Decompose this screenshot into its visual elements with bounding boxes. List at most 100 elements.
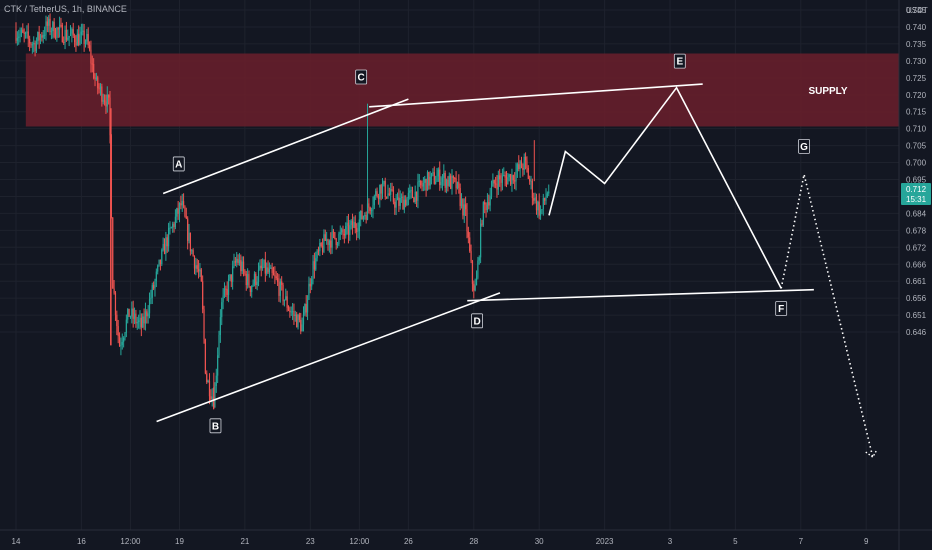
time-axis[interactable]: 14 16 12:00 19 21 23 12:00 26 28 30 2023 3 5 7 9 bbox=[12, 537, 869, 546]
candle-body bbox=[168, 227, 170, 247]
wave-point-f: F bbox=[778, 304, 784, 315]
x-tick-label: 3 bbox=[668, 537, 673, 546]
candle-body bbox=[272, 272, 275, 276]
candle-body bbox=[342, 229, 344, 234]
candle-body bbox=[223, 288, 226, 296]
candle-body bbox=[262, 267, 264, 269]
candle-body bbox=[20, 29, 23, 34]
candle-body bbox=[327, 239, 329, 245]
candle-body bbox=[373, 196, 375, 206]
candle-body bbox=[174, 216, 177, 227]
candle-body bbox=[114, 292, 117, 315]
candle-body bbox=[324, 234, 326, 241]
candle-body bbox=[361, 210, 363, 220]
candle-body bbox=[428, 172, 430, 186]
candle-body bbox=[154, 280, 156, 289]
candle-body bbox=[316, 250, 318, 259]
candle-body bbox=[242, 261, 245, 271]
candle-body bbox=[343, 233, 345, 236]
candle-body bbox=[189, 232, 191, 252]
candle-body bbox=[488, 202, 490, 206]
candle-body bbox=[99, 86, 102, 89]
current-price-timer: 15:31 bbox=[906, 195, 927, 204]
candle-body bbox=[191, 250, 193, 252]
candle-body bbox=[29, 38, 31, 44]
candle-body bbox=[529, 178, 531, 182]
candle-body bbox=[187, 218, 189, 241]
candle-body bbox=[206, 373, 208, 383]
y-tick-label: 0.678 bbox=[906, 226, 927, 235]
candle-body bbox=[252, 283, 254, 287]
candle-body bbox=[159, 259, 162, 265]
candle-body bbox=[523, 156, 525, 170]
candle-body bbox=[313, 261, 315, 270]
candle-body bbox=[33, 42, 35, 45]
candle-body bbox=[264, 259, 266, 274]
candle-body bbox=[182, 201, 185, 207]
candle-body bbox=[83, 30, 85, 44]
candle-body bbox=[84, 41, 87, 44]
candle-body bbox=[53, 21, 55, 38]
candle-body bbox=[495, 183, 497, 185]
candle-body bbox=[202, 281, 204, 310]
candle-body bbox=[18, 36, 20, 38]
candle-body bbox=[500, 179, 502, 183]
candle-body bbox=[375, 191, 377, 197]
candle-body bbox=[531, 180, 533, 199]
candle-body bbox=[255, 273, 257, 285]
candle-body bbox=[181, 201, 183, 206]
wave-point-d: D bbox=[473, 316, 480, 327]
candle-body bbox=[44, 34, 46, 36]
candle-body bbox=[432, 172, 434, 174]
candle-body bbox=[146, 311, 148, 317]
candle-body bbox=[124, 332, 126, 339]
candle-body bbox=[469, 237, 471, 252]
wave-point-g: G bbox=[800, 142, 808, 153]
candle-body bbox=[144, 311, 147, 324]
candle-body bbox=[394, 201, 396, 208]
candle-body bbox=[380, 184, 382, 194]
candle-body bbox=[458, 181, 460, 189]
candle-body bbox=[218, 334, 220, 356]
candle-body bbox=[456, 181, 459, 189]
candle-body bbox=[526, 160, 528, 169]
candle-body bbox=[176, 208, 178, 217]
wave-point-box bbox=[673, 53, 686, 69]
candle-body bbox=[336, 243, 339, 245]
candle-body bbox=[210, 396, 212, 400]
candle-body bbox=[95, 77, 97, 80]
candle-body bbox=[354, 222, 356, 229]
candle-body bbox=[425, 179, 427, 191]
candle-body bbox=[358, 219, 360, 232]
candle-body bbox=[240, 260, 242, 272]
candle-body bbox=[150, 297, 152, 299]
candle-body bbox=[233, 261, 235, 267]
candle-body bbox=[306, 299, 309, 313]
candle-body bbox=[298, 314, 300, 320]
candle-body bbox=[163, 243, 166, 255]
candle-body bbox=[73, 35, 76, 43]
candle-body bbox=[471, 261, 474, 284]
candle-body bbox=[372, 205, 374, 211]
candle-body bbox=[413, 197, 415, 203]
price-axis[interactable]: 0.745 0.740 0.735 0.730 0.725 0.720 0.715 0.710… bbox=[906, 6, 927, 337]
trendlines bbox=[156, 83, 814, 423]
candle-body bbox=[113, 288, 115, 293]
x-tick-label: 5 bbox=[733, 537, 738, 546]
candle-body bbox=[71, 29, 73, 34]
wave-point-box bbox=[798, 138, 810, 154]
candle-body bbox=[139, 317, 141, 321]
candle-body bbox=[326, 239, 328, 241]
candle-body bbox=[418, 180, 420, 182]
candle-body bbox=[165, 237, 167, 255]
candle-body bbox=[195, 265, 197, 269]
x-tick-label: 12:00 bbox=[349, 537, 370, 546]
candle-body bbox=[347, 222, 350, 235]
candle-body bbox=[245, 273, 247, 286]
x-tick-label: 12:00 bbox=[120, 537, 141, 546]
candle-body bbox=[421, 185, 423, 187]
candle-body bbox=[452, 175, 454, 179]
candle-body bbox=[118, 336, 121, 347]
y-tick-label: 0.740 bbox=[906, 23, 927, 32]
